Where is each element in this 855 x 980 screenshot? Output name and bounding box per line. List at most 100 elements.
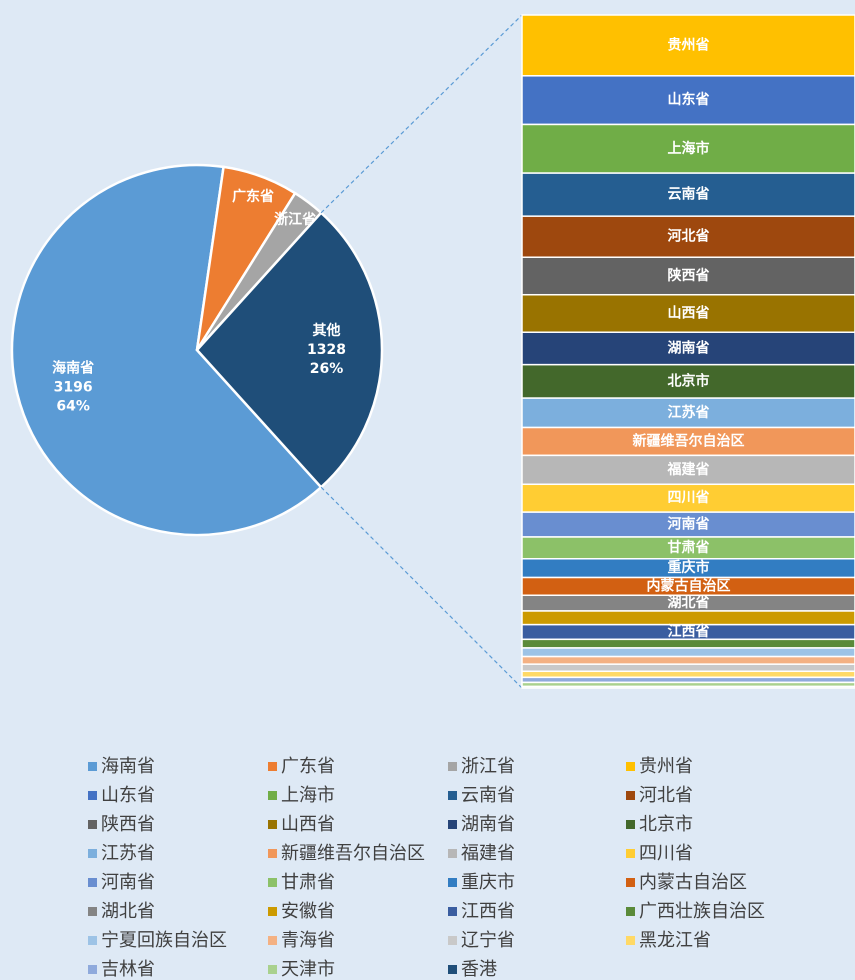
bar-label: 河南省 xyxy=(668,516,710,533)
legend-label: 香港 xyxy=(461,959,497,980)
legend-label: 安徽省 xyxy=(281,901,335,922)
bar-segment xyxy=(521,647,855,658)
legend-swatch xyxy=(448,907,457,916)
bar-segment xyxy=(521,256,855,296)
legend-label: 四川省 xyxy=(639,843,693,864)
legend-swatch xyxy=(626,936,635,945)
bar-segment xyxy=(521,685,855,689)
bar-label: 北京市 xyxy=(668,372,710,389)
legend-label: 湖南省 xyxy=(461,814,515,835)
bar-segment xyxy=(521,363,855,399)
bar-label: 山西省 xyxy=(668,304,710,321)
legend-swatch xyxy=(448,820,457,829)
legend-swatch xyxy=(88,936,97,945)
legend-label: 辽宁省 xyxy=(461,930,515,951)
bar-label: 湖南省 xyxy=(668,339,710,356)
legend-swatch xyxy=(88,820,97,829)
bar-label: 陕西省 xyxy=(668,267,710,284)
pie-slice xyxy=(10,163,323,537)
legend-swatch xyxy=(626,820,635,829)
pie-slice xyxy=(195,211,384,489)
legend-swatch xyxy=(626,791,635,800)
legend-label: 新疆维吾尔自治区 xyxy=(281,843,425,864)
legend-swatch xyxy=(448,762,457,771)
connector xyxy=(320,486,523,689)
legend-swatch xyxy=(88,762,97,771)
legend-label: 重庆市 xyxy=(461,872,515,893)
legend-swatch xyxy=(88,907,97,916)
bar-segment xyxy=(521,655,855,665)
bar-segment xyxy=(521,511,855,538)
data-label: 3196 xyxy=(54,380,93,396)
legend-swatch xyxy=(626,878,635,887)
legend-label: 广东省 xyxy=(281,756,335,777)
connector xyxy=(320,14,523,214)
bar-label: 江苏省 xyxy=(668,404,710,421)
legend-label: 河南省 xyxy=(101,872,155,893)
legend-swatch xyxy=(448,878,457,887)
bar-segment xyxy=(521,293,855,333)
bar-segment xyxy=(521,397,855,429)
legend-swatch xyxy=(268,762,277,771)
bar-segment xyxy=(521,670,855,679)
bar-label: 甘肃省 xyxy=(668,539,710,556)
bar-label: 山东省 xyxy=(668,91,710,108)
bar-segment xyxy=(521,663,855,673)
bar-segment xyxy=(521,483,855,513)
bar-label: 内蒙古自治区 xyxy=(647,577,731,594)
legend-label: 广西壮族自治区 xyxy=(639,901,765,922)
bar-label: 湖北省 xyxy=(668,594,710,611)
legend-label: 山东省 xyxy=(101,785,155,806)
legend-swatch xyxy=(268,907,277,916)
bar-label: 贵州省 xyxy=(668,36,710,53)
legend-label: 吉林省 xyxy=(101,959,155,980)
legend-swatch xyxy=(448,965,457,974)
legend-label: 北京市 xyxy=(639,814,693,835)
bar-segment xyxy=(521,638,855,649)
bar-label: 重庆市 xyxy=(668,559,710,576)
bar-label: 四川省 xyxy=(668,489,710,506)
legend-label: 甘肃省 xyxy=(281,872,335,893)
legend-label: 上海市 xyxy=(281,785,335,806)
legend-label: 江西省 xyxy=(461,901,515,922)
legend-label: 山西省 xyxy=(281,814,335,835)
legend-swatch xyxy=(88,849,97,858)
legend-swatch xyxy=(448,849,457,858)
bar-segment xyxy=(521,426,855,457)
legend-label: 内蒙古自治区 xyxy=(639,872,747,893)
legend-swatch xyxy=(626,762,635,771)
legend-label: 福建省 xyxy=(461,843,515,864)
legend-swatch xyxy=(268,820,277,829)
legend-label: 海南省 xyxy=(101,756,155,777)
bar-label: 上海市 xyxy=(668,140,710,157)
legend-label: 贵州省 xyxy=(639,756,693,777)
bar-segment xyxy=(521,676,855,684)
legend-swatch xyxy=(626,907,635,916)
data-label: 1328 xyxy=(307,342,346,358)
legend-label: 云南省 xyxy=(461,785,515,806)
bar-label: 新疆维吾尔自治区 xyxy=(633,432,745,449)
bar-label: 云南省 xyxy=(668,186,710,203)
legend-swatch xyxy=(268,849,277,858)
legend-label: 宁夏回族自治区 xyxy=(101,930,227,951)
legend-swatch xyxy=(268,965,277,974)
legend-label: 陕西省 xyxy=(101,814,155,835)
legend-label: 青海省 xyxy=(281,930,335,951)
bar-segment xyxy=(521,14,855,77)
legend-swatch xyxy=(88,965,97,974)
legend-label: 湖北省 xyxy=(101,901,155,922)
legend-label: 黑龙江省 xyxy=(639,930,711,951)
bar-segment xyxy=(521,610,855,626)
data-label: 广东省 xyxy=(232,188,274,205)
data-label: 26% xyxy=(310,361,344,377)
data-label: 浙江省 xyxy=(274,211,316,228)
legend-swatch xyxy=(448,936,457,945)
legend-swatch xyxy=(88,791,97,800)
legend-swatch xyxy=(626,849,635,858)
data-label: 64% xyxy=(56,399,90,415)
legend-swatch xyxy=(88,878,97,887)
bar-segment xyxy=(521,331,855,366)
legend-swatch xyxy=(268,791,277,800)
data-label: 海南省 xyxy=(52,360,94,377)
